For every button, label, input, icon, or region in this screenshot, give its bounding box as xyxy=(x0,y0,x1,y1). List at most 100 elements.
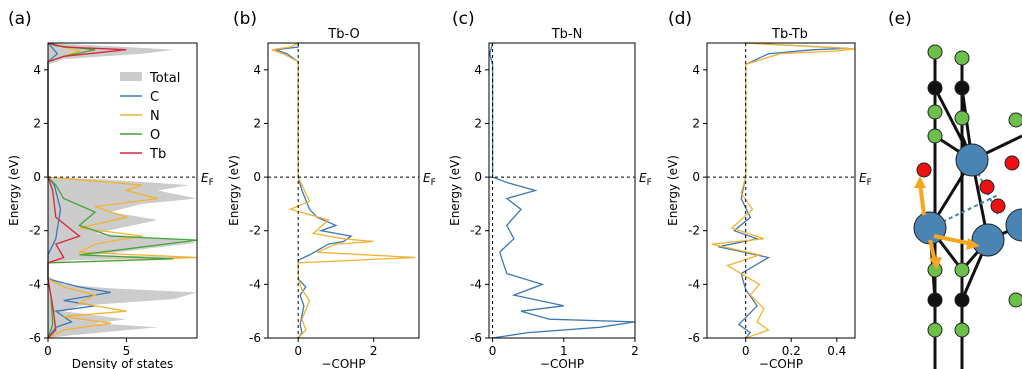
y-tick-label: 0 xyxy=(33,170,41,184)
series-line-N xyxy=(47,42,198,339)
y-tick-label: -4 xyxy=(470,277,482,291)
atom-Tb xyxy=(971,223,1005,257)
atom-N xyxy=(1008,292,1022,308)
panel-title-c: Tb-N xyxy=(551,27,583,42)
x-tick-label: 5 xyxy=(123,344,131,358)
y-tick-label: -2 xyxy=(688,224,700,238)
atom-O xyxy=(979,179,995,195)
atom-C xyxy=(954,80,970,96)
legend-label-C: C xyxy=(150,90,159,105)
y-tick-label: 2 xyxy=(692,116,700,130)
series-line-N xyxy=(711,42,856,339)
chart-b: EF -6 -4 -2 0 2 4 0 2 −COHP Energy (eV) xyxy=(227,42,436,369)
x-tick-label: 2 xyxy=(370,344,378,358)
fermi-label: EF xyxy=(423,171,436,188)
y-axis-label: Energy (eV) xyxy=(7,155,21,226)
y-tick-label: -6 xyxy=(249,331,261,345)
x-axis-label: −COHP xyxy=(759,357,803,369)
panel-letter-d: (d) xyxy=(668,9,692,29)
x-axis-label: Density of states xyxy=(72,357,173,369)
fermi-label: EF xyxy=(201,171,214,188)
fermi-label: EF xyxy=(859,171,872,188)
atom-Tb xyxy=(1005,208,1022,242)
x-tick-label: 1 xyxy=(560,344,568,358)
x-tick-label: 0.2 xyxy=(782,344,801,358)
atom-N xyxy=(927,104,943,120)
chart-c: EF -6 -4 -2 0 2 4 0 1 2 −COHP Energy (eV) xyxy=(448,42,652,369)
y-tick-label: 4 xyxy=(253,63,261,77)
x-tick-label: 0.4 xyxy=(827,344,846,358)
atom-C xyxy=(927,80,943,96)
panel-letter-b: (b) xyxy=(233,9,257,29)
y-tick-label: 2 xyxy=(33,116,41,130)
plot-frame xyxy=(47,42,198,339)
atom-N xyxy=(954,110,970,126)
fermi-label: EF xyxy=(639,171,652,188)
legend-label-Tb: Tb xyxy=(149,147,166,162)
atom-O xyxy=(990,198,1006,214)
y-tick-label: -2 xyxy=(29,224,41,238)
y-tick-label: -6 xyxy=(470,331,482,345)
y-tick-label: -2 xyxy=(470,224,482,238)
series-line-C xyxy=(718,42,849,339)
atom-O xyxy=(916,162,932,178)
series-line-Tb xyxy=(47,42,127,339)
panel-letter-a: (a) xyxy=(8,9,32,29)
y-tick-label: -4 xyxy=(249,277,261,291)
y-axis-label: Energy (eV) xyxy=(448,155,462,226)
series-line-C xyxy=(275,43,353,339)
y-axis-label: Energy (eV) xyxy=(227,155,241,226)
y-tick-label: -2 xyxy=(249,224,261,238)
atom-N xyxy=(927,44,943,60)
plot-frame xyxy=(706,42,856,339)
panel-title-b: Tb-O xyxy=(327,27,359,42)
y-tick-label: 2 xyxy=(253,116,261,130)
y-tick-label: 4 xyxy=(33,63,41,77)
y-axis-label: Energy (eV) xyxy=(666,155,680,226)
x-tick-label: 2 xyxy=(631,344,639,358)
panel-letter-c: (c) xyxy=(452,9,475,29)
panel-title-d: Tb-Tb xyxy=(771,27,808,42)
y-tick-label: -6 xyxy=(688,331,700,345)
y-tick-label: -4 xyxy=(688,277,700,291)
chart-d: EF -6 -4 -2 0 2 4 0 0.2 0.4 −COHP Energy (eV) xyxy=(666,42,872,369)
atom-N xyxy=(954,322,970,338)
series-line-C xyxy=(489,42,636,339)
y-tick-label: -6 xyxy=(29,331,41,345)
y-tick-label: 4 xyxy=(692,63,700,77)
y-tick-label: 2 xyxy=(474,116,482,130)
y-tick-label: 0 xyxy=(253,170,261,184)
y-tick-label: 4 xyxy=(474,63,482,77)
legend-swatch-total xyxy=(120,72,142,81)
atom-Tb xyxy=(955,143,989,177)
legend-label-N: N xyxy=(150,109,160,124)
atom-C xyxy=(927,292,943,308)
x-axis-label: −COHP xyxy=(540,357,584,369)
atom-O xyxy=(1004,155,1020,171)
series-area-total xyxy=(48,43,197,338)
y-tick-label: -4 xyxy=(29,277,41,291)
atom-N xyxy=(1008,112,1022,128)
atom-N xyxy=(927,322,943,338)
x-tick-label: 0 xyxy=(742,344,750,358)
panel-letter-e: (e) xyxy=(888,9,912,29)
atom-C xyxy=(954,292,970,308)
legend-label-total: Total xyxy=(149,71,180,86)
atom-N xyxy=(927,128,943,144)
y-tick-label: 0 xyxy=(474,170,482,184)
x-tick-label: 0 xyxy=(44,344,52,358)
plot-frame xyxy=(488,42,636,339)
atom-N xyxy=(954,50,970,66)
crystal-structure xyxy=(913,44,1022,369)
x-tick-label: 0 xyxy=(489,344,497,358)
y-tick-label: 0 xyxy=(692,170,700,184)
x-tick-label: 0 xyxy=(294,344,302,358)
plot-frame xyxy=(267,42,420,339)
series-line-N xyxy=(271,42,416,339)
atom-N xyxy=(954,262,970,278)
legend-label-O: O xyxy=(150,128,160,143)
x-axis-label: −COHP xyxy=(321,357,365,369)
